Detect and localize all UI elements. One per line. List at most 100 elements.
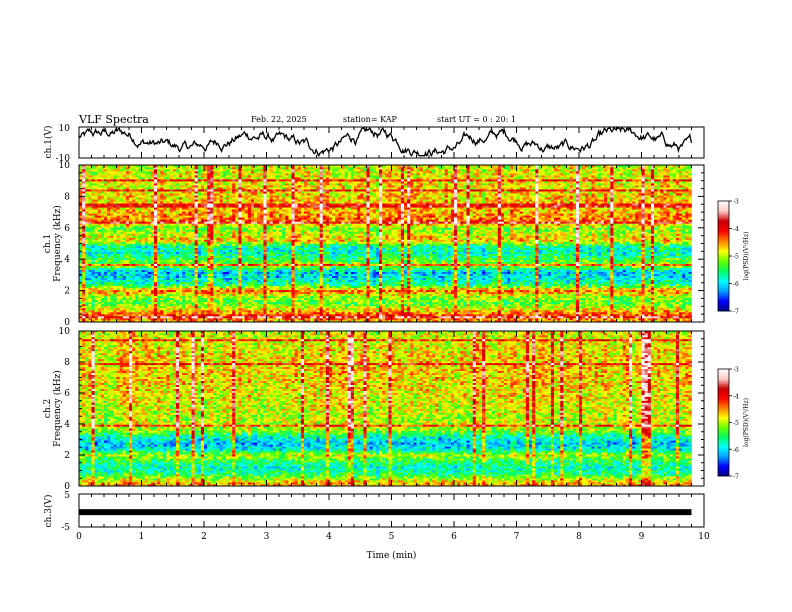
ch1-spectrogram-cell xyxy=(429,310,432,312)
ch1-spectrogram-cell xyxy=(182,302,185,304)
ch1-spectrogram-cell xyxy=(610,296,613,298)
ch1-spectrogram-cell xyxy=(135,304,138,306)
ch1-spectrogram-cell xyxy=(535,284,538,286)
ch1-spectrogram-cell xyxy=(688,288,691,290)
ch1-spectrogram-cell xyxy=(451,308,454,310)
ch1-spectrogram-cell xyxy=(588,306,591,308)
ch1-spectrogram-cell xyxy=(326,288,329,290)
ch1-spectrogram-cell xyxy=(104,280,107,282)
ch1-spectrogram-cell xyxy=(526,280,529,282)
ch1-spectrogram-cell xyxy=(507,284,510,286)
ch1-spectrogram-cell xyxy=(279,280,282,282)
ch1-spectrogram-cell xyxy=(263,282,266,284)
ch1-spectrogram-cell xyxy=(667,288,670,290)
ch1-spectrogram-cell xyxy=(345,304,348,306)
ch1-spectrogram-cell xyxy=(142,282,145,284)
ch1-spectrogram-cell xyxy=(401,316,404,318)
ch1-spectrogram-cell xyxy=(376,308,379,310)
ch1-spectrogram-cell xyxy=(604,280,607,282)
ch1-spectrogram-cell xyxy=(263,294,266,296)
ch1-spectrogram-cell xyxy=(557,272,560,274)
ch1-spectrogram-cell xyxy=(151,314,154,316)
ch1-spectrogram-cell xyxy=(342,292,345,294)
ch1-spectrogram-cell xyxy=(220,272,223,274)
ch1-spectrogram-cell xyxy=(535,280,538,282)
ch1-spectrogram-cell xyxy=(354,288,357,290)
ch1-spectrogram-cell xyxy=(188,292,191,294)
ch1-spectrogram-cell xyxy=(148,276,151,278)
ch1-spectrogram-cell xyxy=(285,292,288,294)
ch1-spectrogram-cell xyxy=(642,306,645,308)
ch1-spectrogram-cell xyxy=(370,276,373,278)
ch1-spectrogram-cell xyxy=(232,316,235,318)
ch1-spectrogram-cell xyxy=(613,290,616,292)
ch1-spectrogram-cell xyxy=(373,286,376,288)
ch1-spectrogram-cell xyxy=(276,290,279,292)
ch1-spectrogram-cell xyxy=(85,300,88,302)
ch1-spectrogram-cell xyxy=(523,298,526,300)
ch1-spectrogram-cell xyxy=(473,308,476,310)
ch1-spectrogram-cell xyxy=(117,282,120,284)
ch1-spectrogram-cell xyxy=(595,306,598,308)
ch1-spectrogram-cell xyxy=(482,314,485,316)
ch1-spectrogram-cell xyxy=(392,300,395,302)
ch1-spectrogram-cell xyxy=(288,310,291,312)
ch1-spectrogram-cell xyxy=(82,280,85,282)
ch1-spectrogram-cell xyxy=(638,306,641,308)
ch1-spectrogram-cell xyxy=(285,318,288,320)
ch1-spectrogram-cell xyxy=(395,294,398,296)
ch1-spectrogram-cell xyxy=(438,314,441,316)
ch1-spectrogram-cell xyxy=(413,284,416,286)
ch1-spectrogram-cell xyxy=(582,316,585,318)
ch1-spectrogram-cell xyxy=(413,316,416,318)
ch1-spectrogram-cell xyxy=(367,282,370,284)
ch1-spectrogram-cell xyxy=(617,312,620,314)
ch1-spectrogram-cell xyxy=(163,298,166,300)
ch1-spectrogram-cell xyxy=(135,298,138,300)
ch1-spectrogram-cell xyxy=(454,278,457,280)
ch1-spectrogram-cell xyxy=(173,300,176,302)
ch1-spectrogram-cell xyxy=(151,300,154,302)
ch1-spectrogram-cell xyxy=(560,290,563,292)
ch1-spectrogram-cell xyxy=(257,290,260,292)
ch1-spectrogram-cell xyxy=(313,316,316,318)
ch1-spectrogram-cell xyxy=(642,302,645,304)
ch1-spectrogram-cell xyxy=(217,286,220,288)
ch1-spectrogram-cell xyxy=(629,306,632,308)
ch1-spectrogram-cell xyxy=(660,310,663,312)
ch1-spectrogram-cell xyxy=(613,298,616,300)
ch1-spectrogram-cell xyxy=(651,308,654,310)
ch1-spectrogram-cell xyxy=(479,312,482,314)
ch1-spectrogram-cell xyxy=(310,318,313,320)
ch1-spectrogram-cell xyxy=(260,288,263,290)
ch1-spectrogram-cell xyxy=(679,274,682,276)
ch1-spectrogram-cell xyxy=(501,308,504,310)
ch1-spectrogram-cell xyxy=(626,294,629,296)
ch1-spectrogram-cell xyxy=(251,304,254,306)
ch1-spectrogram-cell xyxy=(501,288,504,290)
ch1-spectrogram-cell xyxy=(217,316,220,318)
ch1-spectrogram-cell xyxy=(345,290,348,292)
ch1-spectrogram-cell xyxy=(485,288,488,290)
ch1-spectrogram-cell xyxy=(535,300,538,302)
ch1-spectrogram-cell xyxy=(463,312,466,314)
ch1-spectrogram-cell xyxy=(642,282,645,284)
ch1-spectrogram-cell xyxy=(673,314,676,316)
ch1-spectrogram-cell xyxy=(407,286,410,288)
ch1-spectrogram-cell xyxy=(435,282,438,284)
ch1-spectrogram-cell xyxy=(110,286,113,288)
ch1-spectrogram-cell xyxy=(220,292,223,294)
ch1-spectrogram-cell xyxy=(451,310,454,312)
ch1-spectrogram-cell xyxy=(401,272,404,274)
ch1-spectrogram-cell xyxy=(438,272,441,274)
ch1-spectrogram-cell xyxy=(307,272,310,274)
ch1-spectrogram-cell xyxy=(313,314,316,316)
ch1-spectrogram-cell xyxy=(507,286,510,288)
ch1-spectrogram-cell xyxy=(613,278,616,280)
ch1-spectrogram-cell xyxy=(435,300,438,302)
ch1-spectrogram-cell xyxy=(92,308,95,310)
ch1-spectrogram-cell xyxy=(348,274,351,276)
ch1-spectrogram-cell xyxy=(526,284,529,286)
ch1-spectrogram-cell xyxy=(82,318,85,320)
ch1-spectrogram-cell xyxy=(179,282,182,284)
